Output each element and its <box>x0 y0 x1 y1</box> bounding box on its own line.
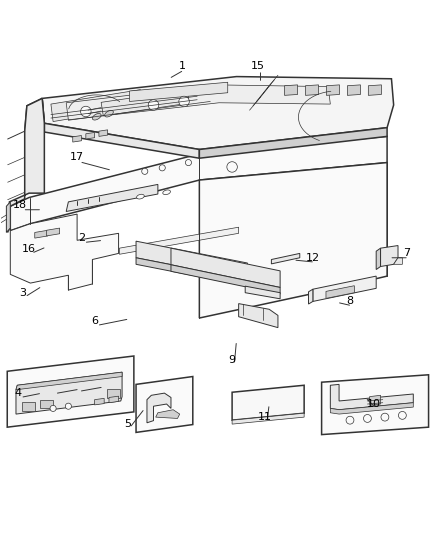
Text: 8: 8 <box>346 296 353 306</box>
Polygon shape <box>42 77 394 149</box>
Ellipse shape <box>163 190 170 195</box>
Polygon shape <box>370 395 381 405</box>
Polygon shape <box>8 99 44 232</box>
Polygon shape <box>25 99 44 131</box>
Polygon shape <box>285 85 297 95</box>
Polygon shape <box>326 286 354 298</box>
Circle shape <box>50 405 56 411</box>
Polygon shape <box>66 85 330 120</box>
Polygon shape <box>86 133 95 139</box>
Text: 15: 15 <box>251 61 265 71</box>
Polygon shape <box>44 123 199 158</box>
Polygon shape <box>7 356 134 427</box>
Polygon shape <box>347 85 360 95</box>
Polygon shape <box>99 130 108 136</box>
Text: 11: 11 <box>258 412 272 422</box>
Polygon shape <box>394 258 403 264</box>
Polygon shape <box>199 128 387 158</box>
Polygon shape <box>199 163 387 318</box>
Polygon shape <box>95 398 104 405</box>
Circle shape <box>399 411 406 419</box>
Circle shape <box>65 403 71 409</box>
Polygon shape <box>16 372 122 390</box>
Text: 4: 4 <box>14 388 22 398</box>
FancyBboxPatch shape <box>22 402 35 411</box>
Circle shape <box>179 96 189 107</box>
Polygon shape <box>232 413 304 424</box>
Ellipse shape <box>105 110 113 117</box>
Polygon shape <box>11 214 119 290</box>
Text: 16: 16 <box>22 244 36 254</box>
Polygon shape <box>368 85 381 95</box>
Circle shape <box>364 415 371 422</box>
Polygon shape <box>16 372 122 414</box>
Polygon shape <box>101 90 188 116</box>
Polygon shape <box>171 248 280 287</box>
Polygon shape <box>326 85 339 95</box>
Text: 18: 18 <box>13 200 28 211</box>
Circle shape <box>185 159 191 166</box>
Polygon shape <box>7 202 11 232</box>
Polygon shape <box>120 227 239 254</box>
Circle shape <box>81 106 91 117</box>
Circle shape <box>346 416 354 424</box>
Polygon shape <box>73 135 81 142</box>
Polygon shape <box>171 265 280 294</box>
Polygon shape <box>376 248 381 270</box>
Polygon shape <box>136 258 247 286</box>
Ellipse shape <box>92 114 101 120</box>
Ellipse shape <box>137 195 144 199</box>
Text: 7: 7 <box>403 248 410 259</box>
Text: 5: 5 <box>124 419 131 429</box>
Polygon shape <box>109 396 119 403</box>
Circle shape <box>227 161 237 172</box>
Polygon shape <box>147 393 171 423</box>
Polygon shape <box>245 286 280 299</box>
Circle shape <box>381 413 389 421</box>
Polygon shape <box>321 375 428 434</box>
Text: 6: 6 <box>91 316 98 326</box>
FancyBboxPatch shape <box>39 400 53 408</box>
Text: 9: 9 <box>229 356 236 365</box>
Polygon shape <box>381 246 398 266</box>
Polygon shape <box>272 253 300 264</box>
Text: 12: 12 <box>306 253 320 263</box>
Polygon shape <box>232 385 304 420</box>
Text: 1: 1 <box>178 61 185 71</box>
Text: 2: 2 <box>78 233 85 243</box>
Polygon shape <box>305 85 318 95</box>
Circle shape <box>142 168 148 174</box>
Polygon shape <box>130 82 228 101</box>
Polygon shape <box>35 230 48 238</box>
Polygon shape <box>46 228 60 236</box>
Polygon shape <box>313 276 376 302</box>
Text: 10: 10 <box>367 399 381 409</box>
Polygon shape <box>66 184 158 212</box>
Polygon shape <box>136 241 247 280</box>
FancyBboxPatch shape <box>107 390 120 398</box>
Polygon shape <box>330 403 413 414</box>
Circle shape <box>148 100 159 110</box>
Polygon shape <box>155 410 180 418</box>
Polygon shape <box>239 304 278 328</box>
Text: 3: 3 <box>19 288 26 298</box>
Polygon shape <box>11 136 387 231</box>
Text: 17: 17 <box>70 152 84 163</box>
Polygon shape <box>330 384 413 410</box>
Polygon shape <box>51 90 141 122</box>
Circle shape <box>159 165 165 171</box>
Polygon shape <box>308 289 313 304</box>
Polygon shape <box>136 376 193 432</box>
